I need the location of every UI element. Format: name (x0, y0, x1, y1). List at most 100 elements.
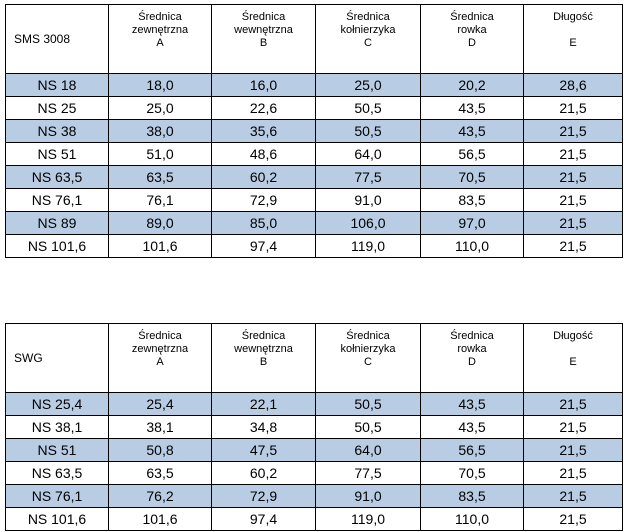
value-b-cell: 60,2 (211, 165, 316, 189)
value-b-cell: 97,4 (211, 507, 316, 531)
value-a-cell: 38,0 (108, 119, 212, 143)
sms-3008-table: SMS 3008 Średnica zewnętrzna A Średnica wew… (5, 4, 623, 258)
table-row: NS 76,1 76,2 72,9 91,0 83,5 21,5 (5, 484, 623, 508)
header-groove-diameter: Średnica rowka D (420, 4, 524, 74)
value-b-cell: 35,6 (211, 119, 316, 143)
size-cell: NS 76,1 (5, 484, 109, 508)
table-header: SMS 3008 Średnica zewnętrzna A Średnica wew… (5, 4, 623, 74)
value-b-cell: 22,6 (211, 96, 316, 120)
value-b-cell: 22,1 (211, 392, 316, 416)
value-e-cell: 21,5 (523, 461, 623, 485)
value-c-cell: 50,5 (315, 119, 421, 143)
value-d-cell: 43,5 (420, 415, 524, 439)
value-e-cell: 21,5 (523, 484, 623, 508)
size-cell: NS 38 (5, 119, 109, 143)
value-b-cell: 72,9 (211, 484, 316, 508)
value-b-cell: 16,0 (211, 73, 316, 97)
table-row: NS 25 25,0 22,6 50,5 43,5 21,5 (5, 96, 623, 120)
value-c-cell: 91,0 (315, 188, 421, 212)
table-body: NS 18 18,0 16,0 25,0 20,2 28,6 NS 25 25,0 22,6 5… (5, 73, 623, 258)
value-b-cell: 85,0 (211, 211, 316, 235)
value-d-cell: 56,5 (420, 142, 524, 166)
value-c-cell: 50,5 (315, 392, 421, 416)
value-d-cell: 70,5 (420, 461, 524, 485)
value-e-cell: 21,5 (523, 165, 623, 189)
value-a-cell: 89,0 (108, 211, 212, 235)
header-outer-diameter: Średnica zewnętrzna A (108, 323, 212, 393)
value-d-cell: 20,2 (420, 73, 524, 97)
value-e-cell: 21,5 (523, 438, 623, 462)
size-cell: NS 76,1 (5, 188, 109, 212)
value-d-cell: 83,5 (420, 484, 524, 508)
table-row: NS 101,6 101,6 97,4 119,0 110,0 21,5 (5, 234, 623, 258)
value-a-cell: 101,6 (108, 507, 212, 531)
value-e-cell: 21,5 (523, 96, 623, 120)
value-a-cell: 101,6 (108, 234, 212, 258)
value-d-cell: 97,0 (420, 211, 524, 235)
value-c-cell: 119,0 (315, 234, 421, 258)
table-body: NS 25,4 25,4 22,1 50,5 43,5 21,5 NS 38,1 38,1 3… (5, 392, 623, 531)
size-cell: NS 18 (5, 73, 109, 97)
table-row: NS 63,5 63,5 60,2 77,5 70,5 21,5 (5, 165, 623, 189)
value-e-cell: 21,5 (523, 142, 623, 166)
value-a-cell: 25,0 (108, 96, 212, 120)
value-e-cell: 21,5 (523, 211, 623, 235)
header-outer-diameter: Średnica zewnętrzna A (108, 4, 212, 74)
value-c-cell: 91,0 (315, 484, 421, 508)
size-cell: NS 51 (5, 438, 109, 462)
header-length: Długość E (523, 4, 623, 74)
value-a-cell: 63,5 (108, 461, 212, 485)
table-row: NS 76,1 76,1 72,9 91,0 83,5 21,5 (5, 188, 623, 212)
value-c-cell: 50,5 (315, 415, 421, 439)
table-row: NS 18 18,0 16,0 25,0 20,2 28,6 (5, 73, 623, 97)
value-b-cell: 34,8 (211, 415, 316, 439)
value-a-cell: 38,1 (108, 415, 212, 439)
size-cell: NS 38,1 (5, 415, 109, 439)
size-cell: NS 101,6 (5, 234, 109, 258)
value-c-cell: 77,5 (315, 461, 421, 485)
value-e-cell: 21,5 (523, 188, 623, 212)
table-name-cell: SWG (5, 323, 109, 393)
value-b-cell: 60,2 (211, 461, 316, 485)
header-collar-diameter: Średnica kołnierzyka C (315, 323, 421, 393)
value-b-cell: 72,9 (211, 188, 316, 212)
swg-table: SWG Średnica zewnętrzna A Średnica wewnętrz… (5, 323, 623, 531)
value-e-cell: 21,5 (523, 119, 623, 143)
value-e-cell: 21,5 (523, 507, 623, 531)
table-header: SWG Średnica zewnętrzna A Średnica wewnętrz… (5, 323, 623, 393)
value-a-cell: 50,8 (108, 438, 212, 462)
size-cell: NS 89 (5, 211, 109, 235)
value-a-cell: 18,0 (108, 73, 212, 97)
value-a-cell: 76,1 (108, 188, 212, 212)
value-a-cell: 76,2 (108, 484, 212, 508)
value-c-cell: 25,0 (315, 73, 421, 97)
table-row: NS 101,6 101,6 97,4 119,0 110,0 21,5 (5, 507, 623, 531)
value-e-cell: 21,5 (523, 415, 623, 439)
header-groove-diameter: Średnica rowka D (420, 323, 524, 393)
size-cell: NS 63,5 (5, 461, 109, 485)
value-d-cell: 56,5 (420, 438, 524, 462)
value-b-cell: 97,4 (211, 234, 316, 258)
value-d-cell: 70,5 (420, 165, 524, 189)
header-inner-diameter: Średnica wewnętrzna B (211, 4, 316, 74)
value-e-cell: 21,5 (523, 234, 623, 258)
size-cell: NS 101,6 (5, 507, 109, 531)
table-row: NS 38,1 38,1 34,8 50,5 43,5 21,5 (5, 415, 623, 439)
size-cell: NS 51 (5, 142, 109, 166)
value-c-cell: 64,0 (315, 142, 421, 166)
size-cell: NS 25,4 (5, 392, 109, 416)
size-cell: NS 63,5 (5, 165, 109, 189)
value-b-cell: 48,6 (211, 142, 316, 166)
value-d-cell: 43,5 (420, 119, 524, 143)
value-a-cell: 25,4 (108, 392, 212, 416)
value-a-cell: 51,0 (108, 142, 212, 166)
table-row: NS 51 50,8 47,5 64,0 56,5 21,5 (5, 438, 623, 462)
header-collar-diameter: Średnica kołnierzyka C (315, 4, 421, 74)
value-d-cell: 43,5 (420, 96, 524, 120)
value-c-cell: 50,5 (315, 96, 421, 120)
table-row: NS 25,4 25,4 22,1 50,5 43,5 21,5 (5, 392, 623, 416)
value-c-cell: 64,0 (315, 438, 421, 462)
table-name-cell: SMS 3008 (5, 4, 109, 74)
value-e-cell: 28,6 (523, 73, 623, 97)
value-b-cell: 47,5 (211, 438, 316, 462)
